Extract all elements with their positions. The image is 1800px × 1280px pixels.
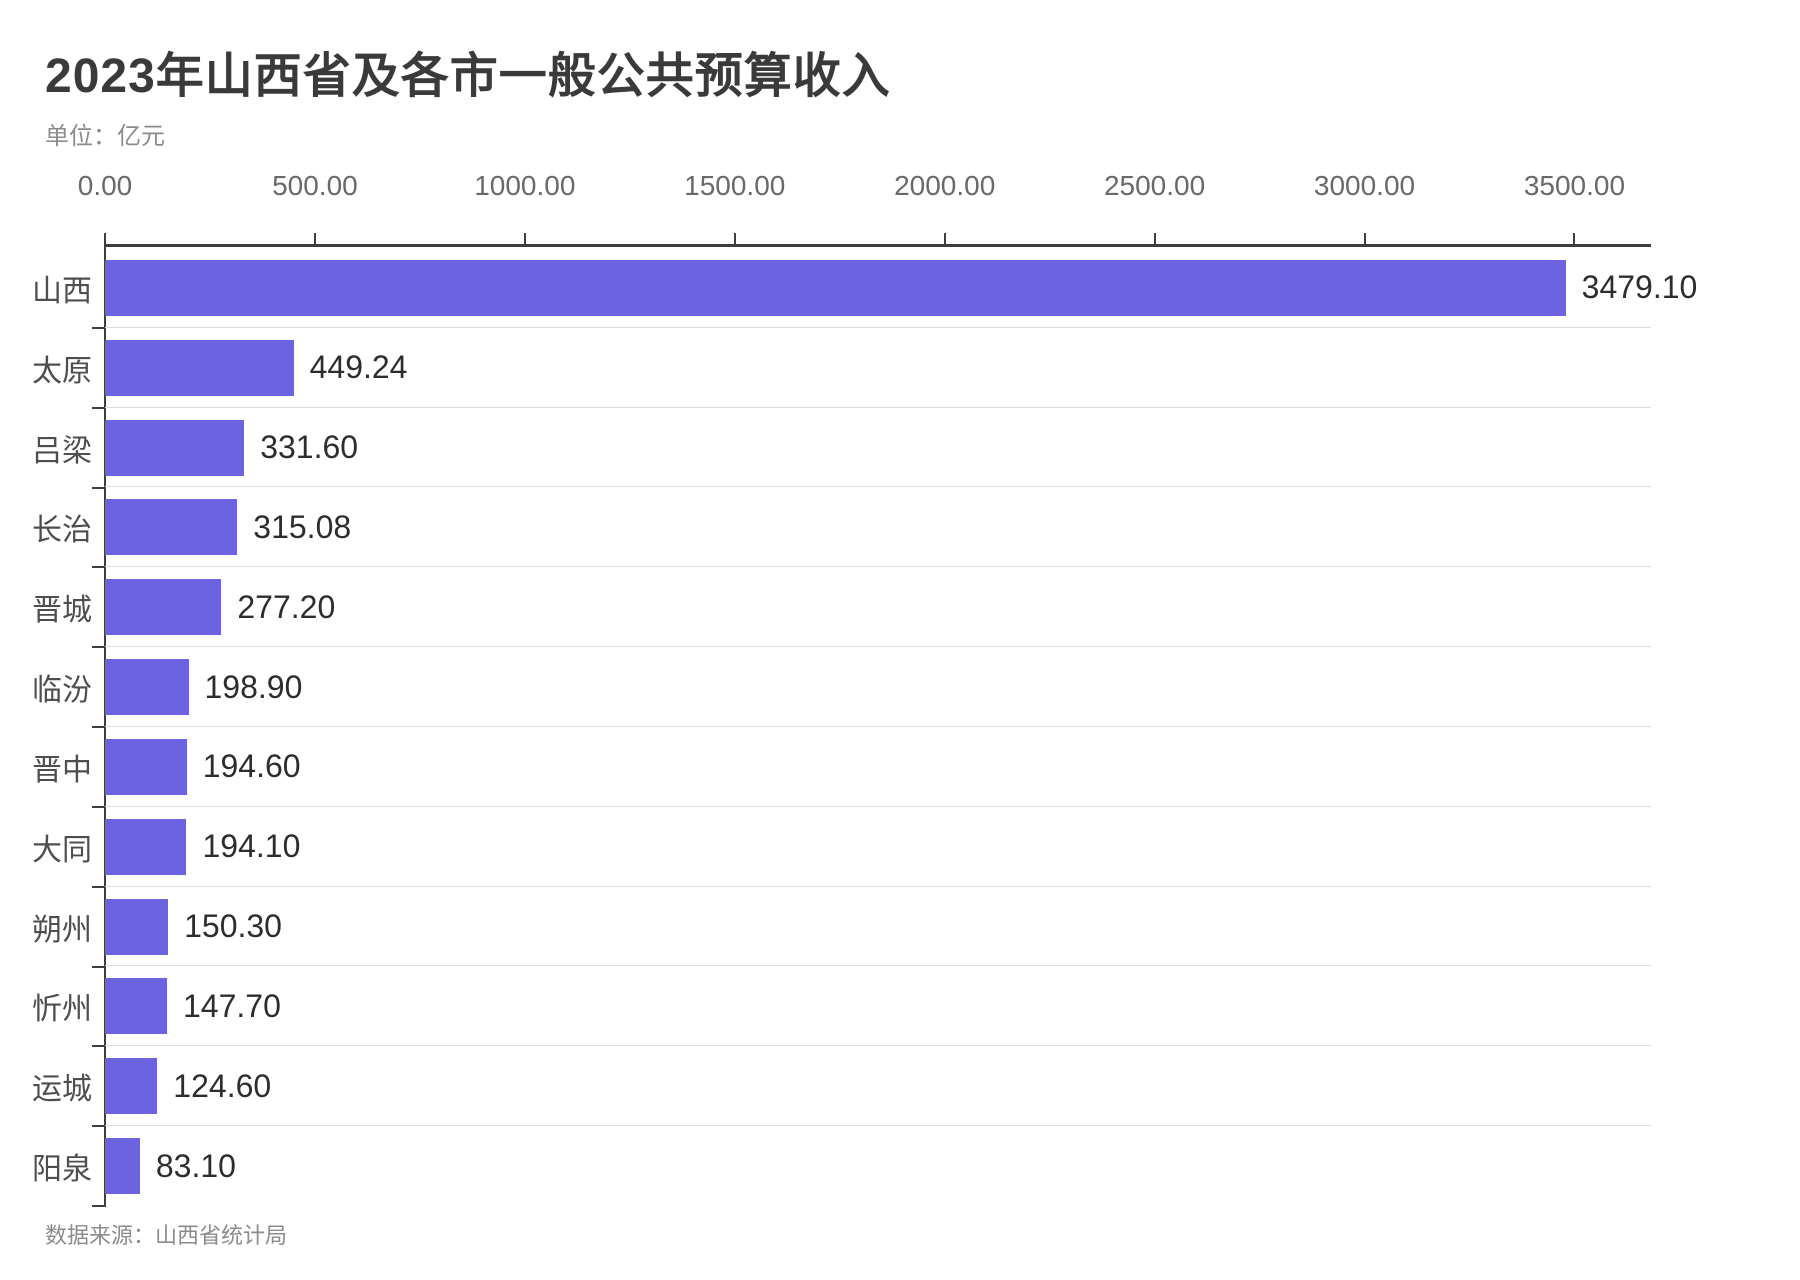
bar-阳泉[interactable] [105, 1138, 140, 1195]
row-separator-line [105, 965, 1651, 967]
bar-row: 临汾 198.90 [0, 646, 1651, 727]
y-axis-tick-mark [92, 326, 104, 329]
x-axis-tick-mark [523, 233, 526, 245]
y-axis-tick-mark [92, 885, 104, 888]
value-label: 83.10 [155, 1147, 236, 1184]
bar-朔州[interactable] [105, 898, 169, 955]
row-separator-line [105, 326, 1651, 328]
x-axis-tick-label: 3500.00 [1523, 170, 1626, 201]
x-axis-tick-labels: 0.00 500.00 1000.00 1500.00 2000.00 2500.00 30… [0, 170, 1800, 204]
category-label: 运城 [32, 1073, 92, 1107]
bar-row: 运城 124.60 [0, 1045, 1651, 1126]
value-label: 3479.10 [1581, 269, 1698, 306]
row-separator-line [105, 805, 1651, 807]
y-axis-tick-mark [92, 805, 104, 808]
value-label: 194.10 [202, 828, 301, 865]
y-axis-tick-mark [92, 726, 104, 728]
row-separator-line [105, 885, 1651, 887]
x-axis-tick-label: 2500.00 [1103, 170, 1206, 201]
value-label: 150.30 [184, 908, 282, 945]
category-label: 大同 [32, 833, 92, 867]
bar-row: 山西 3479.10 [0, 248, 1697, 328]
y-axis-tick-mark [92, 406, 104, 409]
y-axis-ticks [92, 248, 104, 1207]
bar-row: 太原 449.24 [0, 326, 1651, 408]
x-axis-tick-mark [313, 233, 316, 245]
x-axis-line [104, 244, 1651, 247]
x-axis-tick-label: 2000.00 [894, 170, 996, 201]
bar-山西[interactable] [105, 259, 1566, 316]
row-separator-line [105, 725, 1651, 727]
value-label: 331.60 [260, 429, 359, 466]
category-label: 临汾 [32, 674, 92, 708]
value-label: 124.60 [173, 1067, 272, 1104]
category-label: 山西 [32, 274, 92, 308]
bar-row: 大同 194.10 [0, 805, 1651, 887]
bar-row: 长治 315.08 [0, 486, 1651, 567]
bar-太原[interactable] [105, 339, 294, 396]
category-label: 吕梁 [32, 434, 92, 468]
category-label: 晋城 [32, 594, 92, 628]
x-axis-tick-mark [733, 233, 736, 245]
x-axis-tick-label: 0.00 [77, 170, 133, 201]
bar-row: 朔州 150.30 [0, 885, 1651, 967]
bar-rows: 山西 3479.10 太原 449.24 吕梁 331.60 长治 315.08 晋城 277.2… [0, 248, 1697, 1206]
value-label: 449.24 [309, 349, 408, 386]
row-separator-line [105, 566, 1651, 568]
x-axis-tick-mark [104, 233, 106, 245]
row-separator-line [105, 486, 1651, 488]
category-label: 晋中 [32, 753, 92, 787]
x-axis-tick-label: 1500.00 [684, 170, 786, 201]
row-separator-line [105, 406, 1651, 408]
x-axis-tick-label: 3000.00 [1313, 170, 1416, 201]
bar-row: 晋中 194.60 [0, 725, 1651, 807]
y-axis-tick-mark [92, 965, 104, 968]
bar-临汾[interactable] [105, 659, 189, 716]
bar-长治[interactable] [105, 499, 238, 556]
chart-title: 2023年山西省及各市一般公共预算收入 [45, 50, 891, 103]
x-axis-tick-label: 1000.00 [474, 170, 576, 201]
y-axis-tick-mark [92, 566, 104, 569]
x-axis-ticks [0, 233, 1800, 245]
x-axis-tick-label: 500.00 [272, 170, 358, 201]
y-axis-line [104, 244, 106, 1207]
x-axis-tick-mark [1363, 233, 1366, 245]
category-label: 忻州 [32, 993, 92, 1027]
category-label: 太原 [32, 354, 92, 388]
bar-晋中[interactable] [105, 738, 187, 795]
value-label: 315.08 [253, 508, 352, 545]
x-axis-tick-mark [1573, 233, 1576, 245]
y-axis-tick-mark [92, 646, 104, 649]
y-axis-tick-mark [92, 1125, 104, 1128]
y-axis-tick-mark [92, 1205, 104, 1207]
value-label: 194.60 [202, 748, 301, 785]
value-label: 147.70 [183, 987, 281, 1024]
category-label: 长治 [32, 514, 92, 548]
bar-吕梁[interactable] [105, 419, 245, 476]
category-label: 朔州 [32, 913, 92, 947]
bar-大同[interactable] [105, 818, 187, 875]
row-separator-line [105, 646, 1651, 648]
category-label: 阳泉 [32, 1153, 92, 1187]
bar-row: 忻州 147.70 [0, 965, 1651, 1046]
data-source: 数据来源：山西省统计局 [45, 1223, 288, 1248]
value-label: 198.90 [204, 668, 303, 705]
bar-晋城[interactable] [105, 579, 222, 636]
x-axis-tick-mark [1153, 233, 1156, 245]
unit-label: 单位：亿元 [45, 123, 165, 150]
bar-row: 阳泉 83.10 [0, 1125, 1651, 1206]
y-axis-tick-mark [92, 1045, 104, 1048]
row-separator-line [105, 1125, 1651, 1127]
y-axis-tick-mark [92, 486, 104, 489]
bar-忻州[interactable] [105, 978, 167, 1035]
row-separator-line [105, 1045, 1651, 1047]
bar-运城[interactable] [105, 1058, 158, 1115]
bar-row: 吕梁 331.60 [0, 406, 1651, 488]
bar-row: 晋城 277.20 [0, 566, 1651, 647]
x-axis-tick-mark [943, 233, 946, 245]
value-label: 277.20 [237, 588, 336, 625]
